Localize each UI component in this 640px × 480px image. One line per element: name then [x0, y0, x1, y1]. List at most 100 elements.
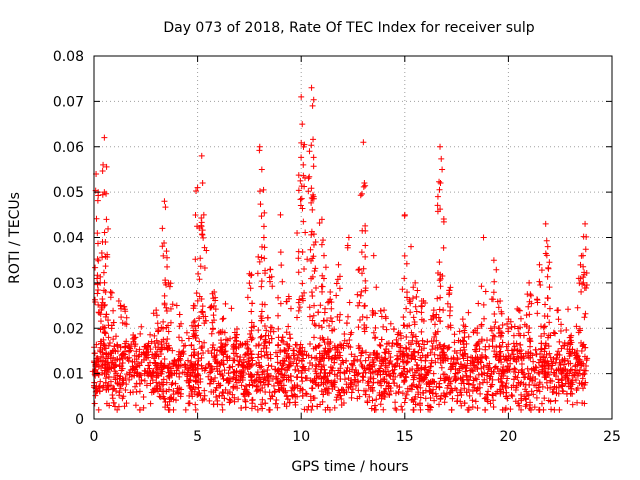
data-point: [524, 391, 531, 398]
data-point: [408, 352, 415, 359]
data-point: [440, 390, 447, 397]
data-point: [155, 327, 162, 334]
data-point: [555, 379, 562, 386]
y-tick-label: 0.02: [53, 321, 84, 337]
data-point: [538, 267, 545, 274]
data-point: [426, 406, 433, 413]
data-point: [483, 337, 490, 344]
data-point: [348, 351, 355, 358]
data-point: [107, 378, 114, 385]
data-point: [175, 351, 182, 358]
data-point: [486, 343, 493, 350]
data-point: [386, 359, 393, 366]
data-point: [530, 358, 537, 365]
data-point: [485, 388, 492, 395]
data-point: [199, 344, 206, 351]
data-point: [490, 403, 497, 410]
data-point: [362, 277, 369, 284]
data-point: [295, 299, 302, 306]
data-point: [136, 388, 143, 395]
data-point: [423, 381, 430, 388]
data-point: [151, 385, 158, 392]
data-point: [390, 326, 397, 333]
data-point: [370, 329, 377, 336]
data-point: [565, 306, 572, 313]
data-point: [295, 187, 302, 194]
data-point: [270, 328, 277, 335]
data-point: [369, 384, 376, 391]
data-point: [248, 355, 255, 362]
data-point: [216, 392, 223, 399]
data-point: [149, 377, 156, 384]
data-point-peak: [381, 307, 388, 314]
data-point: [254, 382, 261, 389]
data-point: [326, 346, 333, 353]
data-point: [255, 253, 262, 260]
data-point: [527, 350, 534, 357]
data-point: [524, 291, 531, 298]
data-point: [511, 323, 518, 330]
data-point: [377, 371, 384, 378]
data-point: [293, 341, 300, 348]
data-point: [579, 281, 586, 288]
data-point: [190, 346, 197, 353]
data-point: [285, 374, 292, 381]
data-point: [312, 265, 319, 272]
data-point: [440, 343, 447, 350]
data-point: [217, 347, 224, 354]
data-point: [441, 399, 448, 406]
data-point: [512, 387, 519, 394]
data-point: [236, 368, 243, 375]
data-point: [462, 323, 469, 330]
data-point: [497, 353, 504, 360]
y-tick-label: 0.05: [53, 185, 84, 201]
data-point: [493, 344, 500, 351]
data-point: [441, 377, 448, 384]
data-point: [516, 348, 523, 355]
data-point: [413, 293, 420, 300]
data-point: [344, 313, 351, 320]
data-point: [299, 292, 306, 299]
data-point: [491, 333, 498, 340]
data-point: [414, 362, 421, 369]
data-point: [308, 199, 315, 206]
data-point: [100, 161, 107, 168]
data-point: [92, 298, 99, 305]
data-point: [362, 387, 369, 394]
data-point: [576, 366, 583, 373]
data-point: [281, 400, 288, 407]
data-point: [496, 356, 503, 363]
data-point: [152, 344, 159, 351]
data-point: [97, 318, 104, 325]
data-point: [261, 209, 268, 216]
data-point: [469, 381, 476, 388]
data-point: [107, 294, 114, 301]
data-point: [95, 406, 102, 413]
data-point: [199, 309, 206, 316]
data-point-peak: [256, 143, 263, 150]
data-point: [490, 289, 497, 296]
data-point: [362, 182, 369, 189]
data-point: [95, 257, 102, 264]
data-point: [324, 404, 331, 411]
data-point: [553, 367, 560, 374]
data-point: [274, 353, 281, 360]
data-point: [568, 379, 575, 386]
data-point: [186, 400, 193, 407]
data-point: [131, 352, 138, 359]
data-point: [346, 336, 353, 343]
data-point: [316, 350, 323, 357]
data-point: [533, 394, 540, 401]
data-point: [532, 346, 539, 353]
data-point: [311, 267, 318, 274]
data-point: [213, 394, 220, 401]
data-point: [270, 382, 277, 389]
data-point: [219, 372, 226, 379]
data-point: [122, 386, 129, 393]
data-point: [161, 395, 168, 402]
data-point: [547, 377, 554, 384]
data-point: [117, 385, 124, 392]
data-point: [548, 365, 555, 372]
data-point: [294, 354, 301, 361]
data-point: [164, 322, 171, 329]
